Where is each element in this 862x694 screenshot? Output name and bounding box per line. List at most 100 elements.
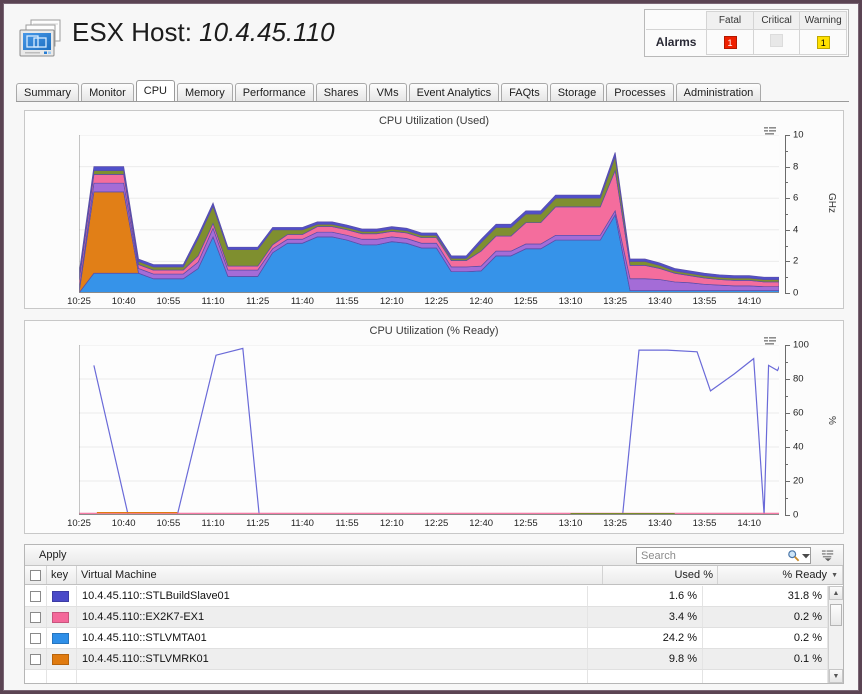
y-tick-label: 0	[793, 509, 799, 521]
alarm-count-fatal[interactable]: 1	[723, 35, 737, 49]
y-tick-mark	[785, 245, 788, 247]
vm-table-scrollbar[interactable]: ▲ ▼	[828, 586, 843, 683]
alarm-count-warning[interactable]: 1	[816, 35, 830, 49]
search-box[interactable]	[636, 547, 811, 564]
x-tick-label: 12:10	[379, 296, 404, 307]
row-checkbox-cell[interactable]	[25, 586, 47, 606]
y-tick-label: 40	[793, 441, 804, 453]
x-tick-label: 10:25	[67, 296, 91, 307]
column-header-virtual-machine[interactable]: Virtual Machine	[77, 566, 603, 584]
row-ready-pct: 0.2 %	[703, 628, 828, 648]
select-all-checkbox[interactable]	[30, 569, 41, 581]
apply-button[interactable]: Apply	[39, 549, 67, 561]
x-tick-label: 12:25	[424, 518, 449, 529]
y-tick-label: 80	[793, 373, 804, 385]
x-tick-label: 13:40	[647, 518, 672, 529]
row-vm-name: 10.4.45.110::EX2K7-EX1	[77, 607, 588, 627]
y-tick-mark	[785, 379, 790, 380]
tab-event-analytics[interactable]: Event Analytics	[408, 83, 500, 102]
x-tick-label: 10:40	[111, 296, 136, 307]
series-color-swatch	[52, 632, 69, 644]
tab-faqts[interactable]: FAQts	[501, 83, 548, 102]
chart1-plot-area	[79, 135, 779, 293]
search-input[interactable]	[637, 549, 787, 562]
row-checkbox-cell[interactable]	[25, 670, 47, 683]
table-row[interactable]: 10.4.45.110::STLVMTA01 24.2 % 0.2 %	[25, 628, 828, 649]
alarms-col-fatal: Fatal	[706, 11, 754, 30]
tab-shares[interactable]: Shares	[315, 83, 367, 102]
y-tick-mark	[785, 293, 790, 294]
y-tick-mark	[785, 150, 788, 152]
tab-bar-underline	[16, 101, 849, 102]
scroll-down-button[interactable]: ▼	[829, 669, 843, 683]
tab-storage[interactable]: Storage	[549, 83, 605, 102]
scroll-up-button[interactable]: ▲	[829, 586, 843, 600]
x-tick-label: 11:40	[290, 518, 314, 529]
series-color-swatch	[52, 653, 69, 665]
tab-administration[interactable]: Administration	[675, 83, 762, 102]
vm-table-body[interactable]: 10.4.45.110::STLBuildSlave01 1.6 % 31.8 % 1…	[25, 586, 828, 683]
alarms-cell-fatal[interactable]: 1	[706, 29, 754, 55]
row-key-cell	[47, 607, 77, 627]
row-checkbox[interactable]	[30, 590, 41, 602]
grid-options-icon[interactable]	[821, 548, 836, 562]
tab-bar: Summary Monitor CPU Memory Performance Shares…	[16, 80, 858, 102]
column-header-used-pct[interactable]: Used %	[603, 566, 718, 584]
tab-vms[interactable]: VMs	[368, 83, 407, 102]
row-used-pct: 3.4 %	[588, 607, 703, 627]
y-tick-label: 20	[793, 475, 804, 487]
x-tick-label: 11:25	[246, 518, 270, 529]
select-all-checkbox-cell[interactable]	[25, 566, 47, 584]
alarm-count-critical[interactable]	[770, 34, 784, 47]
row-ready-pct: 31.8 %	[703, 586, 828, 606]
row-checkbox-cell[interactable]	[25, 628, 47, 648]
tab-cpu[interactable]: CPU	[135, 80, 175, 102]
vm-table: Apply	[24, 544, 844, 684]
y-tick-label: 8	[793, 161, 799, 173]
x-tick-label: 12:40	[469, 518, 494, 529]
table-row[interactable]: 10.4.45.110::STLVMRK01 9.8 % 0.1 %	[25, 649, 828, 670]
row-checkbox[interactable]	[30, 632, 41, 644]
table-row-partial[interactable]	[25, 670, 828, 683]
tab-processes[interactable]: Processes	[606, 83, 674, 102]
alarms-cell-critical[interactable]	[752, 29, 801, 55]
x-tick-label: 12:55	[513, 518, 538, 529]
x-tick-label: 14:10	[737, 296, 762, 307]
row-checkbox-cell[interactable]	[25, 607, 47, 627]
tab-monitor[interactable]: Monitor	[81, 83, 134, 102]
row-used-pct: 1.6 %	[588, 586, 703, 606]
magnifier-icon[interactable]	[787, 549, 802, 562]
y-tick-mark	[785, 214, 788, 215]
y-tick-mark	[785, 345, 790, 346]
row-checkbox[interactable]	[30, 611, 41, 623]
column-header-ready-pct[interactable]: % Ready ▼	[718, 566, 843, 584]
row-key-cell	[47, 628, 77, 648]
y-tick-mark	[785, 135, 790, 136]
sort-descending-icon: ▼	[831, 571, 838, 579]
tab-summary[interactable]: Summary	[16, 83, 80, 102]
series-color-swatch	[52, 611, 69, 623]
tab-memory[interactable]: Memory	[176, 83, 233, 102]
scrollbar-thumb[interactable]	[830, 604, 842, 626]
x-tick-label: 13:10	[558, 296, 583, 307]
column-header-key[interactable]: key	[47, 566, 77, 584]
table-row[interactable]: 10.4.45.110::EX2K7-EX1 3.4 % 0.2 %	[25, 607, 828, 628]
x-tick-label: 11:10	[201, 296, 225, 307]
x-tick-label: 11:55	[335, 296, 359, 307]
row-checkbox-cell[interactable]	[25, 649, 47, 669]
row-checkbox[interactable]	[30, 653, 41, 665]
y-tick-mark	[785, 396, 788, 397]
tab-performance[interactable]: Performance	[234, 83, 314, 102]
search-dropdown-icon[interactable]	[802, 553, 814, 559]
table-row[interactable]: 10.4.45.110::STLBuildSlave01 1.6 % 31.8 %	[25, 586, 828, 607]
row-ready-pct: 0.2 %	[703, 607, 828, 627]
page-header: ESX Host: 10.4.45.110 Fatal Critical War…	[4, 4, 858, 72]
y-tick-label: 6	[793, 192, 799, 204]
y-tick-mark	[785, 198, 790, 200]
row-used-pct: 9.8 %	[588, 649, 703, 669]
page-title-host-ip: 10.4.45.110	[199, 17, 335, 47]
alarms-cell-warning[interactable]: 1	[799, 29, 847, 55]
y-tick-mark	[785, 413, 790, 414]
vm-table-header-row: key Virtual Machine Used % % Ready ▼	[25, 566, 843, 585]
y-tick-mark	[785, 481, 790, 482]
